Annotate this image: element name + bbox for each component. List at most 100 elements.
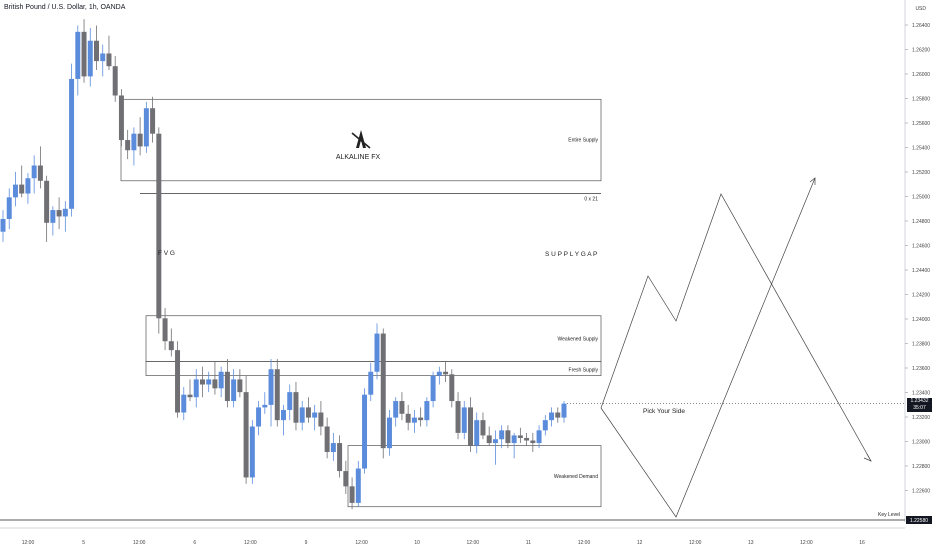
candle-body (94, 40, 99, 62)
x-tick-label: 6 (193, 540, 196, 546)
candle-body (486, 435, 492, 444)
candle-body (125, 140, 131, 151)
y-tick-label: 1.23200 (912, 415, 930, 421)
y-tick-label: 1.25200 (912, 170, 930, 176)
candle-body (374, 333, 380, 372)
y-tick-label: 1.22800 (912, 464, 930, 470)
candle-body (212, 379, 218, 389)
candle-body (362, 394, 368, 469)
y-tick-label: 1.24200 (912, 293, 930, 299)
y-tick-label: 1.24000 (912, 317, 930, 323)
candle-body (343, 471, 349, 487)
candle-body (112, 66, 118, 96)
candle-body (199, 379, 205, 385)
candle-body (368, 371, 374, 395)
candle-body (0, 218, 6, 232)
x-tick-label: 12:00 (467, 540, 480, 546)
candle-body (50, 210, 56, 223)
key-level-price: 1.22580 (910, 518, 928, 524)
scenario-path-bearish-first (600, 177, 816, 518)
y-tick-label: 1.24800 (912, 219, 930, 225)
candle-body (480, 420, 486, 436)
x-tick-label: 11 (526, 540, 531, 546)
candle-body (175, 350, 181, 413)
candle-body (399, 401, 405, 414)
candle-body (449, 374, 455, 402)
y-tick-label: 1.24400 (912, 268, 930, 274)
y-tick-label: 1.25000 (912, 195, 930, 201)
candle-body (430, 375, 436, 402)
candle-body (287, 392, 293, 410)
currency-label: USD (915, 6, 926, 12)
candle-body (561, 403, 567, 418)
candle-body (330, 443, 336, 452)
logo-text: ALKALINE FX (336, 154, 381, 161)
candle-body (118, 95, 124, 141)
candle-body (168, 341, 174, 351)
scenario-arrowhead (809, 177, 816, 185)
fvg-label: F V G (158, 250, 175, 257)
y-tick-label: 1.26200 (912, 48, 930, 54)
x-tick-label: 12:00 (355, 540, 368, 546)
candle-body (499, 430, 505, 440)
candle-body (249, 426, 255, 478)
current-price-value: 1.23432 (910, 398, 929, 404)
candle-body (75, 31, 81, 79)
candle-body (143, 108, 149, 147)
x-tick-label: 10 (414, 540, 420, 546)
y-tick-label: 1.22600 (912, 489, 930, 495)
candle-body (62, 208, 68, 217)
x-tick-label: 12:00 (244, 540, 257, 546)
zone-label: Entire Supply (568, 137, 598, 143)
x-tick-label: 12 (637, 540, 643, 546)
key-level-price-box (906, 516, 932, 524)
candle-body (193, 379, 199, 398)
y-tick-label: 1.26000 (912, 72, 930, 78)
y-tick-label: 1.23400 (912, 391, 930, 397)
candle-body (418, 417, 424, 421)
candle-body (162, 318, 168, 342)
candle-body (243, 392, 249, 478)
scenario-path-bullish-first (600, 193, 872, 462)
candle-body (231, 379, 237, 402)
candle-body (6, 197, 12, 219)
candle-body (530, 440, 536, 444)
y-tick-label: 1.24600 (912, 244, 930, 250)
supply-gap-label: S U P P L Y G A P (545, 251, 597, 258)
candle-body (268, 369, 274, 405)
candle-body (150, 108, 156, 134)
candle-body (424, 401, 430, 421)
candle-body (137, 133, 143, 147)
candle-body (305, 407, 311, 418)
alkaline-logo-stroke (351, 132, 371, 149)
candle-body (349, 486, 355, 503)
x-tick-label: 12:00 (22, 540, 35, 546)
current-price-label: 1.23432 35:07 (907, 398, 932, 412)
zone-label: Weakened Demand (554, 474, 598, 480)
candle-body (411, 417, 417, 423)
chart-title: British Pound / U.S. Dollar, 1h, OANDA (4, 4, 126, 11)
countdown-value: 35:07 (913, 405, 926, 411)
zone-label: Weakened Supply (558, 337, 599, 343)
x-tick-label: 13 (748, 540, 754, 546)
y-tick-label: 1.25800 (912, 97, 930, 103)
candle-body (461, 407, 467, 433)
y-tick-label: 1.23000 (912, 440, 930, 446)
y-tick-label: 1.25600 (912, 121, 930, 127)
candle-body (393, 401, 399, 418)
candle-body (19, 184, 25, 194)
zone-weakened-supply (145, 315, 602, 362)
candle-body (12, 184, 18, 198)
candle-body (156, 133, 162, 319)
pick-your-side-label: Pick Your Side (643, 408, 685, 415)
candle-body (56, 210, 62, 217)
candle-body (517, 435, 523, 438)
candle-body (468, 407, 473, 446)
alkaline-logo-icon (356, 130, 366, 148)
x-tick-label: 5 (82, 540, 85, 546)
candle-body (100, 53, 106, 62)
x-tick-label: 12:00 (689, 540, 702, 546)
candle-body (181, 394, 187, 413)
candle-body (318, 412, 324, 427)
